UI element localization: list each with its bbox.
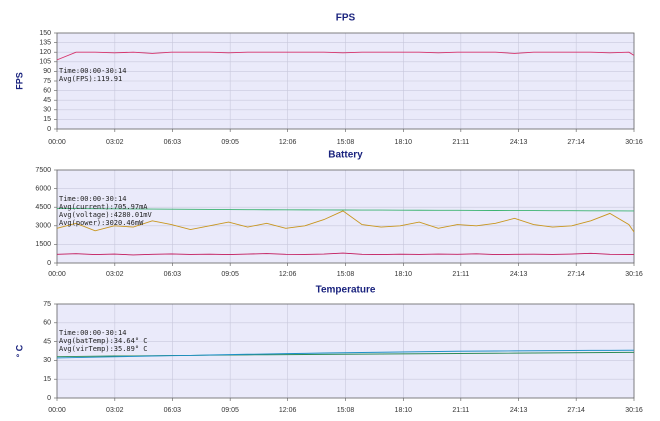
x-tick-label: 09:05 — [221, 139, 239, 146]
x-tick-label: 24:13 — [510, 139, 528, 146]
y-tick-label: 90 — [43, 68, 51, 75]
x-tick-label: 15:08 — [337, 139, 355, 146]
x-tick-label: 06:03 — [164, 407, 182, 414]
y-tick-label: 3000 — [35, 223, 51, 230]
y-tick-label: 15 — [43, 116, 51, 123]
x-tick-label: 27:14 — [567, 139, 585, 146]
plot-border — [56, 169, 635, 264]
plot-border — [56, 32, 635, 130]
x-tick-label: 00:00 — [48, 407, 66, 414]
x-tick-label: 24:13 — [510, 407, 528, 414]
annotation: Avg(FPS):119.91 — [59, 75, 122, 83]
x-tick-label: 15:08 — [337, 271, 355, 278]
x-tick-label: 03:02 — [106, 139, 124, 146]
x-tick-label: 06:03 — [164, 139, 182, 146]
y-tick-label: 6000 — [35, 185, 51, 192]
annotation: Time:00:00-30:14 — [59, 67, 126, 75]
annotation: Avg(batTemp):34.64° C — [59, 337, 148, 345]
data-line — [56, 349, 634, 359]
x-tick-label: 27:14 — [567, 271, 585, 278]
y-tick-label: 75 — [43, 301, 51, 308]
x-tick-label: 18:10 — [395, 139, 413, 146]
chart-title: FPS — [336, 13, 356, 24]
x-tick-label: 00:00 — [48, 271, 66, 278]
chart-title: Temperature — [316, 285, 376, 296]
y-tick-label: 30 — [43, 357, 51, 364]
x-tick-label: 27:14 — [567, 407, 585, 414]
x-tick-label: 21:11 — [452, 271, 469, 278]
annotation: Avg(power):3020.46mW — [59, 219, 144, 227]
y-tick-label: 45 — [43, 338, 51, 345]
x-tick-label: 21:11 — [452, 139, 469, 146]
y-tick-label: 1500 — [35, 241, 51, 248]
y-tick-label: 60 — [43, 87, 51, 94]
y-tick-label: 0 — [47, 395, 51, 402]
x-tick-label: 09:05 — [221, 407, 239, 414]
data-line — [56, 210, 635, 233]
y-tick-label: 4500 — [35, 204, 51, 211]
y-tick-label: 7500 — [35, 167, 51, 174]
annotation: Avg(voltage):4280.01mV — [59, 211, 153, 219]
y-tick-label: 15 — [43, 376, 51, 383]
x-tick-label: 30:16 — [625, 139, 643, 146]
x-tick-label: 15:08 — [337, 407, 355, 414]
x-tick-label: 21:11 — [452, 407, 469, 414]
chart-title: Battery — [328, 150, 363, 161]
x-tick-label: 12:06 — [279, 407, 297, 414]
x-tick-label: 12:06 — [279, 139, 297, 146]
y-tick-label: 45 — [43, 97, 51, 104]
data-line — [56, 252, 635, 256]
x-tick-label: 03:02 — [106, 407, 124, 414]
annotation: Avg(virTemp):35.89° C — [59, 345, 148, 353]
annotation: Time:00:00-30:14 — [59, 329, 126, 337]
y-tick-label: 60 — [43, 320, 51, 327]
x-tick-label: 30:16 — [625, 407, 643, 414]
y-tick-label: 0 — [47, 260, 51, 267]
x-tick-label: 18:10 — [395, 271, 413, 278]
y-tick-label: 75 — [43, 78, 51, 85]
annotation: Time:00:00-30:14 — [59, 195, 126, 203]
y-tick-label: 30 — [43, 107, 51, 114]
y-tick-label: 0 — [47, 126, 51, 133]
y-tick-label: 135 — [39, 39, 51, 46]
x-tick-label: 18:10 — [395, 407, 413, 414]
data-line — [56, 207, 634, 212]
x-tick-label: 24:13 — [510, 271, 528, 278]
y-tick-label: 120 — [39, 49, 51, 56]
x-tick-label: 30:16 — [625, 271, 643, 278]
x-tick-label: 12:06 — [279, 271, 297, 278]
y-tick-label: 105 — [39, 59, 51, 66]
y-axis-label: ° C — [14, 344, 24, 357]
annotation: Avg(current):705.97mA — [59, 203, 148, 211]
x-tick-label: 00:00 — [48, 139, 66, 146]
x-tick-label: 09:05 — [221, 271, 239, 278]
y-tick-label: 150 — [39, 30, 51, 37]
y-axis-label: FPS — [14, 72, 24, 90]
data-line — [56, 51, 635, 61]
x-tick-label: 03:02 — [106, 271, 124, 278]
x-tick-label: 06:03 — [164, 271, 182, 278]
plot-border — [56, 303, 635, 399]
